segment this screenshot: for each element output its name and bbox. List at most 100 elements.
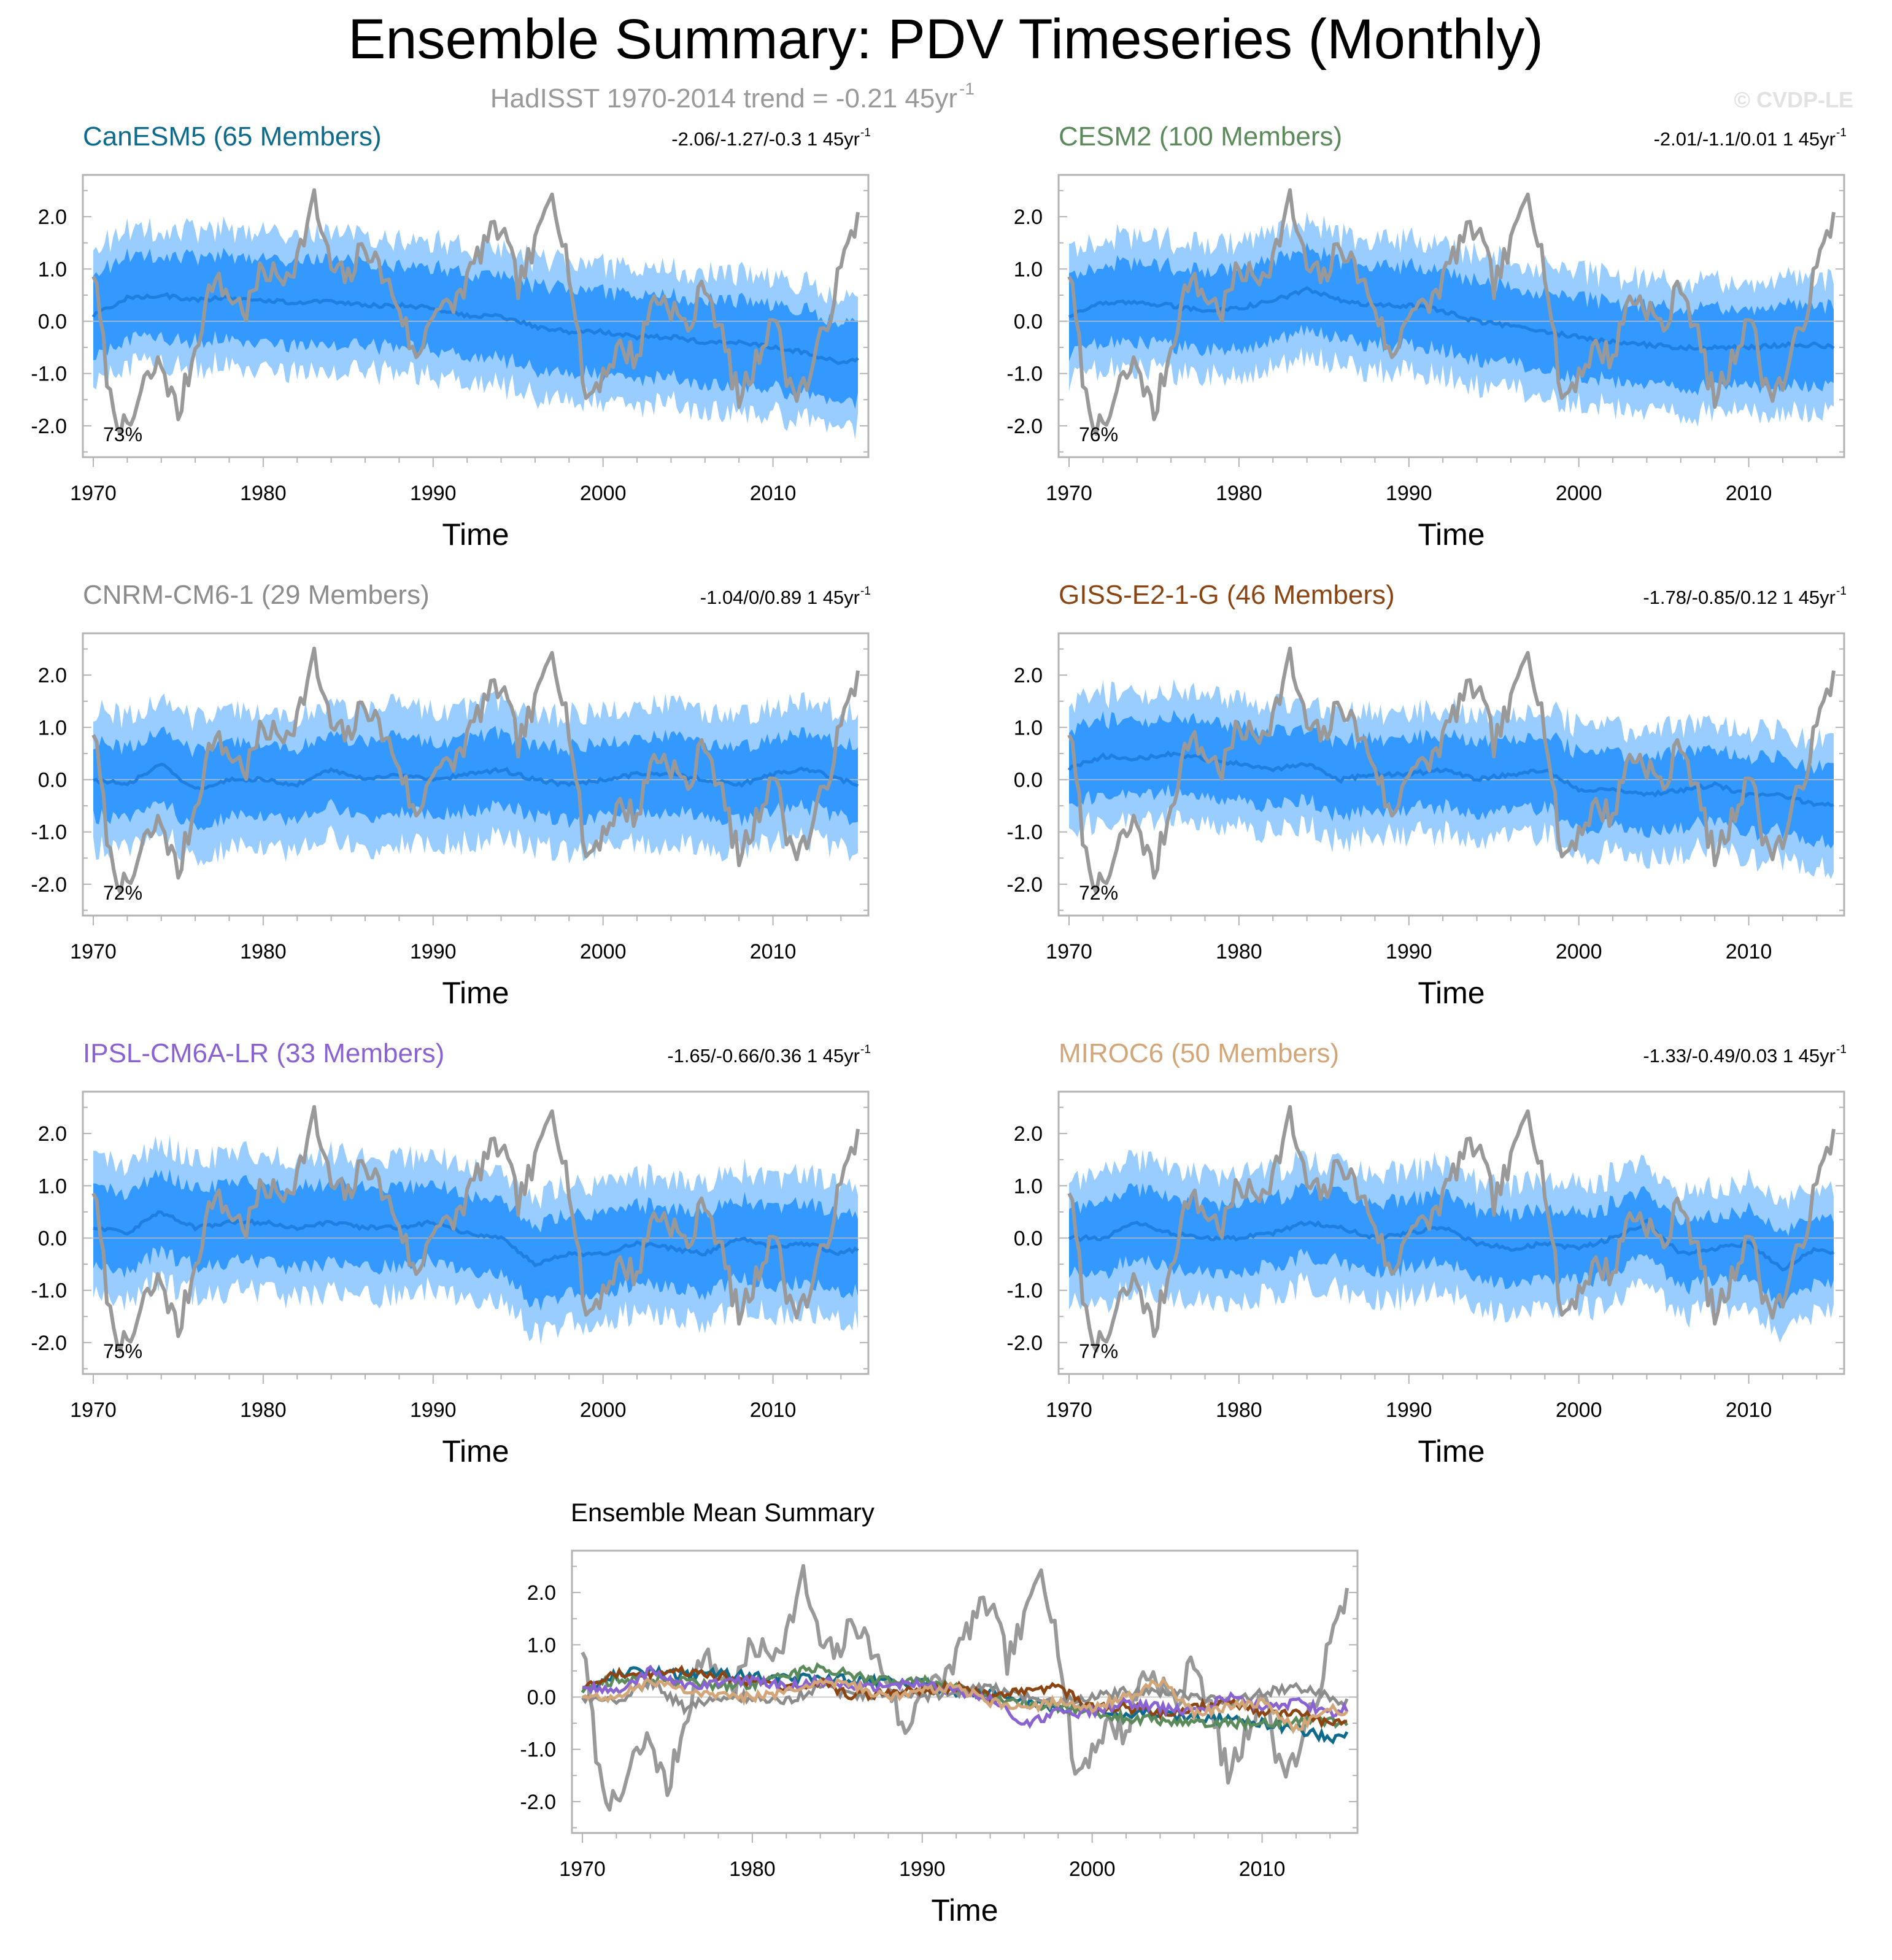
- percent-label: 72%: [1079, 882, 1118, 904]
- x-tick-label: 2010: [1726, 940, 1772, 963]
- panel-trend: -1.65/-0.66/0.36 1 45yr: [667, 1045, 860, 1067]
- panel-trend-superscript: -1: [860, 126, 871, 139]
- y-tick-label: -2.0: [1006, 415, 1043, 438]
- spread-inner-band: [93, 725, 858, 831]
- y-tick-label: 2.0: [1014, 206, 1043, 229]
- percent-label: 77%: [1079, 1340, 1118, 1362]
- watermark: © CVDP-LE: [1734, 87, 1853, 112]
- plot-area: [572, 1564, 1357, 1812]
- x-tick-label: 2000: [580, 940, 627, 963]
- panel-trend-superscript: -1: [1836, 126, 1847, 139]
- y-tick-label: -1.0: [31, 1279, 67, 1303]
- x-tick-label: 2010: [1726, 1399, 1772, 1422]
- y-tick-label: -2.0: [31, 1332, 67, 1355]
- x-tick-label: 2010: [750, 482, 797, 505]
- panel-title: CESM2 (100 Members): [1059, 122, 1342, 152]
- y-tick-label: 2.0: [38, 206, 67, 229]
- y-tick-label: 1.0: [38, 258, 67, 281]
- plot-area: [83, 1105, 868, 1353]
- observed-line: [91, 1105, 860, 1353]
- x-axis-title: Time: [1418, 976, 1485, 1010]
- ensemble-mean-line: [91, 291, 859, 365]
- panel-3: CNRM-CM6-1 (29 Members) -1.04/0/0.89 1 45…: [31, 580, 871, 1010]
- panel-trend: -2.01/-1.1/0.01 1 45yr: [1654, 128, 1836, 150]
- ensemble-mean-line: [1068, 1218, 1835, 1272]
- panel-trend: -1.78/-0.85/0.12 1 45yr: [1643, 587, 1836, 608]
- observed-line: [1067, 188, 1836, 436]
- x-tick-label: 1990: [410, 1399, 457, 1422]
- y-tick-label: -2.0: [520, 1791, 556, 1814]
- x-tick-label: 1990: [410, 482, 457, 505]
- y-tick-label: -1.0: [31, 363, 67, 386]
- x-tick-label: 2000: [1556, 940, 1602, 963]
- model-mean-line: [581, 1677, 1348, 1735]
- panel-trend: -1.04/0/0.89 1 45yr: [700, 587, 860, 608]
- ensemble-mean-line: [93, 1210, 859, 1268]
- x-tick-label: 2000: [580, 1399, 627, 1422]
- y-tick-label: 1.0: [38, 716, 67, 739]
- x-axis-title: Time: [931, 1893, 998, 1927]
- x-tick-label: 1970: [559, 1858, 606, 1881]
- plot-area: [83, 188, 868, 439]
- figure-subtitle: HadISST 1970-2014 trend = -0.21 45yr: [490, 83, 957, 114]
- panel-trend: -1.33/-0.49/0.03 1 45yr: [1643, 1045, 1836, 1067]
- x-tick-label: 1990: [1386, 482, 1432, 505]
- spread-inner-band: [1069, 1183, 1834, 1309]
- x-axis-title: Time: [1418, 1434, 1485, 1468]
- ensemble-mean-line: [93, 762, 859, 791]
- plot-frame: [82, 1090, 870, 1375]
- plot-frame: [1057, 632, 1845, 917]
- panel-5: IPSL-CM6A-LR (33 Members) -1.65/-0.66/0.3…: [31, 1038, 871, 1468]
- percent-label: 72%: [103, 882, 142, 904]
- y-tick-label: 0.0: [527, 1686, 556, 1710]
- plot-area: [1059, 646, 1844, 895]
- x-tick-label: 1980: [1216, 940, 1262, 963]
- y-tick-label: 0.0: [38, 311, 67, 334]
- y-tick-label: 1.0: [1014, 1175, 1043, 1198]
- x-tick-label: 1980: [1216, 1399, 1262, 1422]
- observed-line: [1067, 646, 1836, 895]
- y-tick-label: 1.0: [527, 1634, 556, 1657]
- model-mean-line: [582, 1664, 1349, 1729]
- y-tick-label: 0.0: [1014, 769, 1043, 792]
- x-axis-title: Time: [442, 1434, 509, 1468]
- x-tick-label: 1980: [240, 1399, 287, 1422]
- x-tick-label: 1980: [240, 940, 287, 963]
- y-tick-label: -2.0: [1006, 873, 1043, 897]
- panel-title: CanESM5 (65 Members): [83, 122, 382, 152]
- y-tick-label: -1.0: [1006, 1279, 1043, 1303]
- plot-area: [1059, 1105, 1844, 1353]
- plot-frame: [1057, 1090, 1845, 1375]
- observed-line: [91, 646, 860, 895]
- observed-line: [1067, 1105, 1836, 1353]
- y-tick-label: -2.0: [31, 873, 67, 897]
- x-tick-label: 1990: [1386, 940, 1432, 963]
- x-tick-label: 1990: [1386, 1399, 1432, 1422]
- panel-trend-superscript: -1: [1836, 585, 1847, 598]
- x-tick-label: 1980: [1216, 482, 1262, 505]
- x-tick-label: 1970: [70, 940, 117, 963]
- spread-inner-band: [93, 247, 858, 409]
- percent-label: 73%: [103, 423, 142, 446]
- y-tick-label: -1.0: [1006, 821, 1043, 844]
- y-tick-label: 2.0: [527, 1581, 556, 1605]
- panel-7: Ensemble Mean Summary 2.0 1.0 0.0 -1.0 -2.0 19…: [520, 1498, 1359, 1927]
- x-tick-label: 1970: [70, 1399, 117, 1422]
- percent-label: 75%: [103, 1340, 142, 1362]
- y-tick-label: 2.0: [1014, 664, 1043, 687]
- figure-title: Ensemble Summary: PDV Timeseries (Monthl…: [348, 8, 1543, 71]
- panel-4: GISS-E2-1-G (46 Members) -1.78/-0.85/0.12…: [1006, 580, 1847, 1010]
- x-axis-title: Time: [442, 517, 509, 552]
- plot-area: [1059, 188, 1844, 436]
- y-tick-label: -2.0: [31, 415, 67, 438]
- y-tick-label: -1.0: [31, 821, 67, 844]
- y-tick-label: 1.0: [1014, 716, 1043, 739]
- x-tick-label: 1970: [1046, 482, 1092, 505]
- x-tick-label: 1970: [1046, 1399, 1092, 1422]
- panel-title: GISS-E2-1-G (46 Members): [1059, 580, 1395, 610]
- y-tick-label: 0.0: [38, 1227, 67, 1251]
- y-tick-label: 2.0: [38, 1122, 67, 1146]
- x-tick-label: 2000: [580, 482, 627, 505]
- y-tick-label: -2.0: [1006, 1332, 1043, 1355]
- figure-subtitle-superscript: -1: [959, 79, 975, 98]
